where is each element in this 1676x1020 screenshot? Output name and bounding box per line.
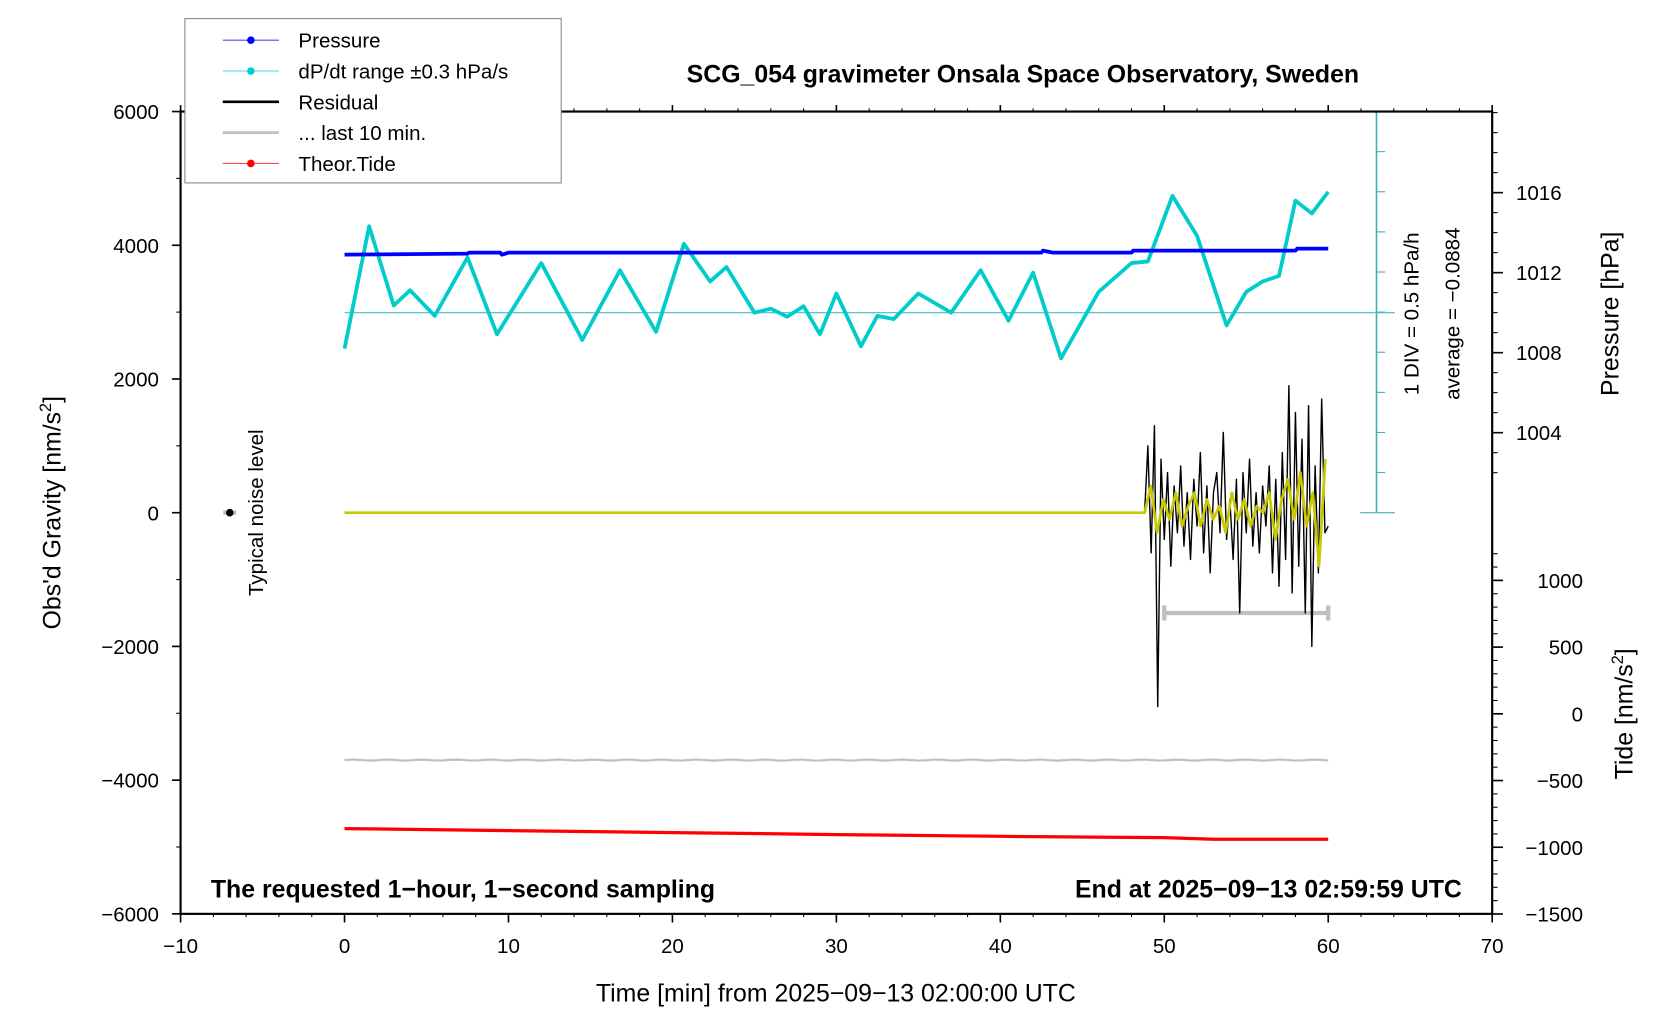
y-tick-label: −6000 <box>101 903 159 926</box>
legend-label: ... last 10 min. <box>298 122 426 145</box>
y-tick-label: 6000 <box>113 101 159 124</box>
tide-axis-label-end: ] <box>1611 648 1639 655</box>
residual-smoothed-line <box>344 459 1327 568</box>
y-tick-label: 0 <box>148 502 159 525</box>
x-tick-label: 10 <box>497 935 520 958</box>
average-annotation: average = −0.0884 <box>1442 228 1465 400</box>
y-axis-label-main: Obs'd Gravity [nm/s <box>39 412 67 629</box>
sampling-note: The requested 1−hour, 1−second sampling <box>211 876 715 904</box>
legend-label: Pressure <box>298 30 380 53</box>
x-tick-label: 50 <box>1153 935 1176 958</box>
dpdt-line <box>342 190 1330 361</box>
noise-level-label: Typical noise level <box>245 429 268 596</box>
x-tick-label: 0 <box>339 935 350 958</box>
tide-tick-label: 1000 <box>1537 570 1583 593</box>
legend-swatch-marker <box>247 159 255 168</box>
pressure-tick-label: 1012 <box>1516 262 1562 285</box>
x-tick-label: 70 <box>1481 935 1504 958</box>
legend-label: Theor.Tide <box>298 153 395 176</box>
y-tick-label: 4000 <box>113 235 159 258</box>
legend-label: Residual <box>298 91 378 114</box>
y-axis-label-end: ] <box>39 396 67 403</box>
plot-layer <box>223 111 1395 841</box>
noise-level-point <box>225 508 234 517</box>
end-time-note: End at 2025−09−13 02:59:59 UTC <box>1075 876 1462 904</box>
x-tick-label: −10 <box>163 935 198 958</box>
legend-label: dP/dt range ±0.3 hPa/s <box>298 61 508 84</box>
legend-swatch-marker <box>247 36 255 44</box>
tide-tick-label: −1000 <box>1525 837 1583 860</box>
y-tick-label: −2000 <box>101 636 159 659</box>
y-tick-label: 2000 <box>113 369 159 392</box>
x-axis-label: Time [min] from 2025−09−13 02:00:00 UTC <box>596 979 1076 1007</box>
y-axis-label: Obs'd Gravity [nm/s2] <box>37 396 67 629</box>
div-annotation: 1 DIV = 0.5 hPa/h <box>1401 232 1424 395</box>
tide-axis-label-main: Tide [nm/s <box>1611 664 1639 779</box>
legend-swatch-marker <box>247 67 255 75</box>
axes-layer: −10 0 10 20 30 40 50 60 70 6000 4000 2000 0 −2000 −400… <box>101 101 1583 958</box>
x-tick-label: 60 <box>1317 935 1340 958</box>
tide-axis-label: Tide [nm/s2] <box>1609 648 1639 779</box>
pressure-line <box>344 246 1329 257</box>
pressure-axis-label: Pressure [hPa] <box>1597 232 1625 396</box>
pressure-tick-label: 1008 <box>1516 342 1562 365</box>
y-tick-label: −4000 <box>101 770 159 793</box>
tide-tick-label: 500 <box>1549 637 1583 660</box>
x-tick-label: 30 <box>825 935 848 958</box>
tide-line <box>344 826 1329 841</box>
x-tick-label: 20 <box>661 935 684 958</box>
tide-tick-label: −500 <box>1537 770 1583 793</box>
residual-line <box>344 384 1329 708</box>
tide-tick-label: 0 <box>1572 703 1583 726</box>
x-tick-label: 40 <box>989 935 1012 958</box>
pressure-tick-label: 1004 <box>1516 422 1562 445</box>
chart-title: SCG_054 gravimeter Onsala Space Observat… <box>687 60 1359 88</box>
pressure-tick-label: 1016 <box>1516 182 1562 205</box>
legend: Pressure dP/dt range ±0.3 hPa/s Residual..… <box>184 18 562 184</box>
last-10-min-line <box>344 758 1329 762</box>
tide-tick-label: −1500 <box>1525 904 1583 927</box>
